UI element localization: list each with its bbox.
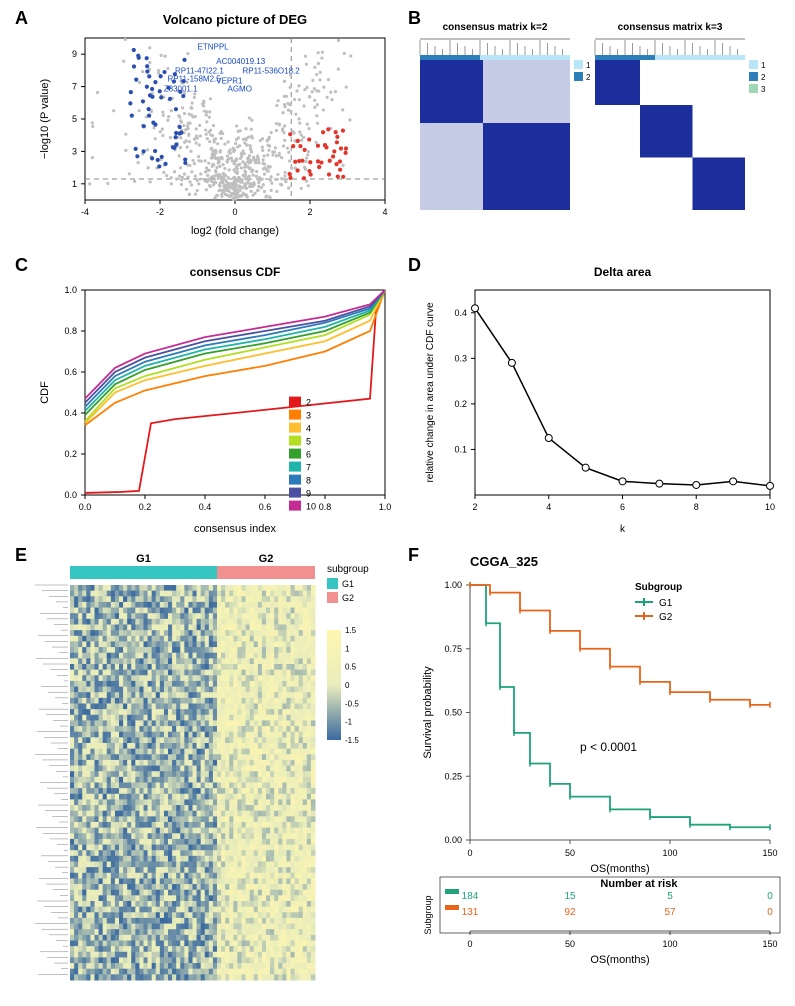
svg-text:0.6: 0.6 xyxy=(259,502,272,512)
svg-text:4: 4 xyxy=(306,424,311,434)
svg-text:0.0: 0.0 xyxy=(79,502,92,512)
svg-text:Delta area: Delta area xyxy=(594,265,652,279)
svg-text:0.8: 0.8 xyxy=(64,326,77,336)
svg-text:consensus matrix k=2: consensus matrix k=2 xyxy=(443,22,548,33)
svg-text:0.2: 0.2 xyxy=(454,399,467,409)
svg-text:4: 4 xyxy=(546,502,551,512)
svg-text:0.2: 0.2 xyxy=(64,449,77,459)
svg-text:7: 7 xyxy=(306,463,311,473)
svg-text:1.0: 1.0 xyxy=(64,285,77,295)
svg-text:G2: G2 xyxy=(259,553,274,565)
svg-text:2: 2 xyxy=(472,502,477,512)
svg-text:2: 2 xyxy=(586,73,591,82)
svg-text:1.0: 1.0 xyxy=(379,502,392,512)
svg-text:log2 (fold change): log2 (fold change) xyxy=(191,225,279,237)
svg-text:0: 0 xyxy=(232,207,237,217)
svg-text:8: 8 xyxy=(694,502,699,512)
svg-text:-2: -2 xyxy=(156,207,164,217)
svg-text:relative change in area under: relative change in area under CDF curve xyxy=(425,302,436,483)
svg-text:3: 3 xyxy=(72,146,77,156)
svg-text:9: 9 xyxy=(306,489,311,499)
svg-text:k: k xyxy=(620,524,626,535)
svg-text:5: 5 xyxy=(72,114,77,124)
svg-text:6: 6 xyxy=(306,450,311,460)
survival-plot: CGGA_3250501001500.000.250.500.751.00OS(… xyxy=(415,550,785,1000)
svg-text:RP11-158M2.5: RP11-158M2.5 xyxy=(168,75,222,84)
consensus-matrices: consensus matrix k=2 1 2 consensus matrix k… xyxy=(415,10,785,240)
svg-text:AC004019.13: AC004019.13 xyxy=(216,57,265,66)
consensus-cdf: consensus CDF 0.0 0.2 0.4 0.6 0.8 1.0 0.0 0.2 0.4… xyxy=(30,260,400,540)
svg-text:0.0: 0.0 xyxy=(64,490,77,500)
svg-text:6: 6 xyxy=(620,502,625,512)
svg-text:0.1: 0.1 xyxy=(454,444,467,454)
svg-text:0.4: 0.4 xyxy=(64,408,77,418)
svg-text:1: 1 xyxy=(72,179,77,189)
svg-text:8: 8 xyxy=(306,476,311,486)
svg-text:4: 4 xyxy=(382,207,387,217)
svg-text:0.4: 0.4 xyxy=(199,502,212,512)
svg-text:9: 9 xyxy=(72,49,77,59)
svg-text:0.6: 0.6 xyxy=(64,367,77,377)
svg-text:1: 1 xyxy=(586,61,591,70)
svg-text:2: 2 xyxy=(307,207,312,217)
svg-text:G1: G1 xyxy=(136,553,151,565)
svg-text:0.4: 0.4 xyxy=(454,308,467,318)
svg-text:ETNPPL: ETNPPL xyxy=(198,42,230,51)
svg-text:0.2: 0.2 xyxy=(139,502,152,512)
svg-text:1: 1 xyxy=(761,61,766,70)
svg-text:10: 10 xyxy=(306,502,316,512)
svg-text:consensus matrix k=3: consensus matrix k=3 xyxy=(618,22,723,33)
svg-text:consensus index: consensus index xyxy=(194,523,276,535)
svg-text:3: 3 xyxy=(761,85,766,94)
svg-text:5: 5 xyxy=(306,437,311,447)
svg-text:2: 2 xyxy=(306,398,311,408)
svg-text:7: 7 xyxy=(72,82,77,92)
svg-text:Z83001.1: Z83001.1 xyxy=(164,84,198,93)
svg-text:2: 2 xyxy=(761,73,766,82)
svg-text:3: 3 xyxy=(306,411,311,421)
svg-text:0.8: 0.8 xyxy=(319,502,332,512)
svg-text:-4: -4 xyxy=(81,207,89,217)
svg-text:10: 10 xyxy=(765,502,775,512)
svg-text:CDF: CDF xyxy=(39,381,51,404)
svg-text:consensus CDF: consensus CDF xyxy=(190,265,281,279)
svg-text:0.3: 0.3 xyxy=(454,353,467,363)
panel-label-a: A xyxy=(15,8,28,29)
panel-label-c: C xyxy=(15,255,28,276)
volcano-plot: Volcano picture of DEG -4 -2 0 2 4 1 3 5 7 9 log2 (… xyxy=(30,10,400,240)
heatmap: G1G2subgroupG1G2-1.5-1-0.500.511.5 xyxy=(15,550,410,1000)
svg-text:Volcano picture of DEG: Volcano picture of DEG xyxy=(163,12,307,27)
svg-text:−log10 (P value): −log10 (P value) xyxy=(39,79,51,159)
delta-area: Delta area 2 4 6 8 10 0.1 0.2 0.3 0.4 k relative ch… xyxy=(415,260,785,540)
svg-text:AGMO: AGMO xyxy=(228,84,252,93)
figure-root: A B C D E F Volcano picture of DEG-4-202… xyxy=(0,0,795,1006)
svg-text:RP11-536O18.2: RP11-536O18.2 xyxy=(243,67,301,76)
